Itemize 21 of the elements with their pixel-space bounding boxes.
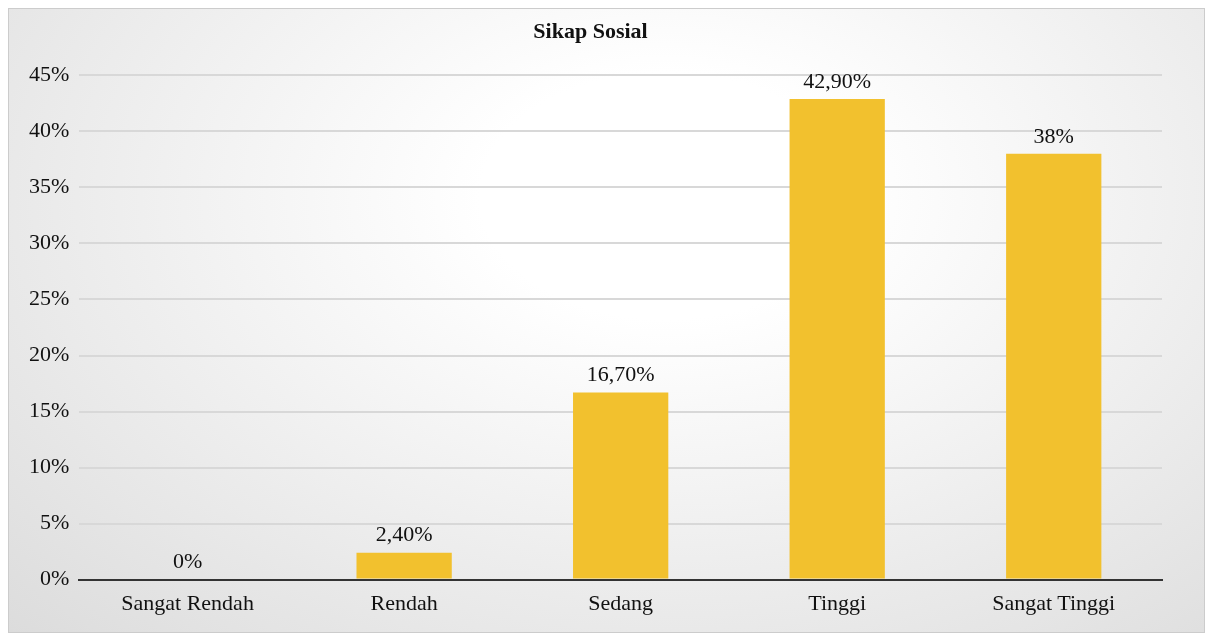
x-tick-label: Sangat Rendah xyxy=(121,589,254,615)
y-tick-label: 15% xyxy=(29,397,70,423)
y-tick-label: 0% xyxy=(40,565,70,591)
y-tick-label: 45% xyxy=(29,61,70,87)
data-label: 0% xyxy=(172,548,203,574)
y-tick-label: 10% xyxy=(29,453,70,479)
y-tick-label: 25% xyxy=(29,285,70,311)
x-tick-label: Sangat Tinggi xyxy=(992,589,1116,615)
y-tick-label: 35% xyxy=(29,173,70,199)
y-tick-label: 20% xyxy=(29,341,70,367)
data-label: 16,70% xyxy=(586,361,655,387)
x-tick-label: Sedang xyxy=(588,589,654,615)
y-tick-label: 30% xyxy=(29,229,70,255)
x-tick-label: Tinggi xyxy=(808,589,867,615)
data-label: 42,90% xyxy=(803,67,872,93)
data-label: 2,40% xyxy=(375,521,433,547)
data-label: 38% xyxy=(1033,122,1074,148)
x-tick-label: Rendah xyxy=(370,589,438,615)
y-tick-label: 40% xyxy=(29,117,70,143)
y-tick-label: 5% xyxy=(40,509,70,535)
chart-title: Sikap Sosial xyxy=(533,17,648,43)
